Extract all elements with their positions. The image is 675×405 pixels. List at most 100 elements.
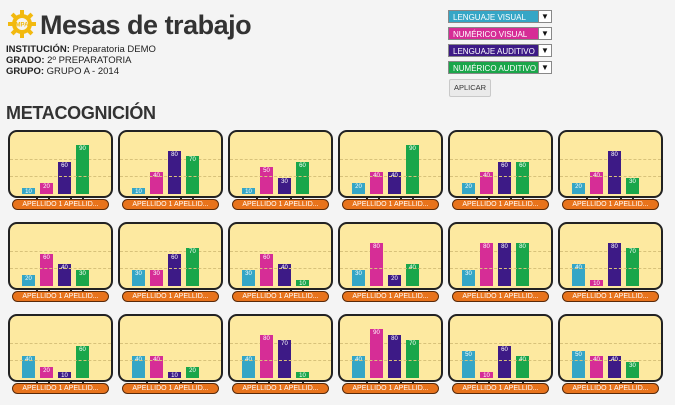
desk-card[interactable]: 10 40 80 70 APELLIDO 1 APELLID... — [118, 130, 223, 210]
grade-info: GRADO: 2º PREPARATORIA — [6, 55, 131, 66]
desk-bar: 80 — [370, 243, 383, 286]
desk-bar: 60 — [168, 254, 181, 286]
desk-card[interactable]: 40 40 10 20 APELLIDO 1 APELLID... — [118, 314, 223, 394]
student-nameplate[interactable]: APELLIDO 1 APELLID... — [452, 199, 549, 210]
desk-bar: 20 — [22, 275, 35, 286]
student-nameplate[interactable]: APELLIDO 1 APELLID... — [452, 383, 549, 394]
student-nameplate[interactable]: APELLIDO 1 APELLID... — [342, 383, 439, 394]
student-nameplate[interactable]: APELLIDO 1 APELLID... — [122, 199, 219, 210]
dropdown-arrow-icon[interactable]: ▼ — [538, 11, 551, 22]
student-nameplate[interactable]: APELLIDO 1 APELLID... — [562, 199, 659, 210]
desk-bar: 80 — [388, 335, 401, 378]
desk-card[interactable]: 30 60 40 10 APELLIDO 1 APELLID... — [228, 222, 333, 302]
group-info: GRUPO: GRUPO A - 2014 — [6, 66, 119, 77]
desk-bar: 40 — [370, 172, 383, 194]
desk-card[interactable]: 40 80 70 10 APELLIDO 1 APELLID... — [228, 314, 333, 394]
desk-chart: 50 40 40 30 — [558, 314, 663, 382]
desk-bar: 30 — [132, 270, 145, 286]
student-nameplate[interactable]: APELLIDO 1 APELLID... — [562, 291, 659, 302]
desk-bar: 10 — [242, 188, 255, 195]
desk-chart: 30 80 20 40 — [338, 222, 443, 290]
student-nameplate[interactable]: APELLIDO 1 APELLID... — [232, 199, 329, 210]
desk-bar: 60 — [58, 162, 71, 194]
desk-card[interactable]: 10 20 60 90 APELLIDO 1 APELLID... — [8, 130, 113, 210]
dropdown-arrow-icon[interactable]: ▼ — [538, 62, 551, 73]
desk-chart: 30 60 40 10 — [228, 222, 333, 290]
desk-bar: 10 — [590, 280, 603, 287]
desk-card[interactable]: 40 20 10 60 APELLIDO 1 APELLID... — [8, 314, 113, 394]
desk-card[interactable]: 20 40 60 60 APELLIDO 1 APELLID... — [448, 130, 553, 210]
institution-value: Preparatoria DEMO — [72, 44, 156, 55]
filter-lenguaje-auditivo-select[interactable]: LENGUAJE AUDITIVO ▼ — [448, 44, 552, 57]
dropdown-arrow-icon[interactable]: ▼ — [538, 28, 551, 39]
desk-bar: 60 — [296, 162, 309, 194]
desk-card[interactable]: 30 80 80 80 APELLIDO 1 APELLID... — [448, 222, 553, 302]
filter-lenguaje-visual-label: LENGUAJE VISUAL — [453, 13, 526, 22]
desk-chart: 30 30 60 70 — [118, 222, 223, 290]
institution-label: INSTITUCIÓN: — [6, 44, 70, 55]
desk-bar: 40 — [406, 264, 419, 286]
desk-bar: 30 — [462, 270, 475, 286]
desk-grid: 10 20 60 90 APELLIDO 1 APELLID... 10 40 80 70 APE… — [8, 130, 668, 405]
desk-bar: 10 — [22, 188, 35, 195]
desk-bar: 10 — [168, 372, 181, 379]
apply-button[interactable]: APLICAR — [449, 79, 491, 97]
desk-chart: 40 20 10 60 — [8, 314, 113, 382]
filter-numerico-auditivo-label: NUMÉRICO AUDITIVO — [453, 64, 537, 73]
desk-bar: 80 — [480, 243, 493, 286]
gear-logo-icon: MPA — [8, 10, 36, 38]
desk-chart: 40 40 10 20 — [118, 314, 223, 382]
desk-bar: 40 — [58, 264, 71, 286]
desk-bar: 40 — [608, 356, 621, 378]
desk-bar: 80 — [168, 151, 181, 194]
student-nameplate[interactable]: APELLIDO 1 APELLID... — [12, 383, 109, 394]
desk-chart: 40 80 70 10 — [228, 314, 333, 382]
desk-card[interactable]: 20 40 40 90 APELLIDO 1 APELLID... — [338, 130, 443, 210]
filter-numerico-visual-select[interactable]: NUMÉRICO VISUAL ▼ — [448, 27, 552, 40]
desk-bar: 30 — [626, 362, 639, 378]
student-nameplate[interactable]: APELLIDO 1 APELLID... — [12, 291, 109, 302]
desk-card[interactable]: 20 60 40 30 APELLIDO 1 APELLID... — [8, 222, 113, 302]
desk-bar: 40 — [278, 264, 291, 286]
desk-card[interactable]: 30 80 20 40 APELLIDO 1 APELLID... — [338, 222, 443, 302]
filter-numerico-auditivo-select[interactable]: NUMÉRICO AUDITIVO ▼ — [448, 61, 552, 74]
desk-bar: 40 — [590, 172, 603, 194]
desk-bar: 20 — [352, 183, 365, 194]
desk-card[interactable]: 40 10 80 70 APELLIDO 1 APELLID... — [558, 222, 663, 302]
desk-bar: 90 — [76, 145, 89, 194]
desk-bar: 70 — [186, 156, 199, 194]
desk-bar: 30 — [278, 178, 291, 194]
student-nameplate[interactable]: APELLIDO 1 APELLID... — [122, 383, 219, 394]
desk-bar: 40 — [132, 356, 145, 378]
desk-bar: 40 — [572, 264, 585, 286]
desk-bar: 40 — [22, 356, 35, 378]
desk-bar: 70 — [626, 248, 639, 286]
filter-lenguaje-visual-select[interactable]: LENGUAJE VISUAL ▼ — [448, 10, 552, 23]
desk-bar: 60 — [516, 162, 529, 194]
student-nameplate[interactable]: APELLIDO 1 APELLID... — [122, 291, 219, 302]
desk-card[interactable]: 10 50 30 60 APELLIDO 1 APELLID... — [228, 130, 333, 210]
desk-card[interactable]: 50 10 60 40 APELLIDO 1 APELLID... — [448, 314, 553, 394]
student-nameplate[interactable]: APELLIDO 1 APELLID... — [232, 383, 329, 394]
desk-bar: 60 — [260, 254, 273, 286]
dropdown-arrow-icon[interactable]: ▼ — [538, 45, 551, 56]
student-nameplate[interactable]: APELLIDO 1 APELLID... — [562, 383, 659, 394]
desk-card[interactable]: 40 90 80 70 APELLIDO 1 APELLID... — [338, 314, 443, 394]
desk-chart: 50 10 60 40 — [448, 314, 553, 382]
desk-card[interactable]: 30 30 60 70 APELLIDO 1 APELLID... — [118, 222, 223, 302]
desk-bar: 20 — [186, 367, 199, 378]
student-nameplate[interactable]: APELLIDO 1 APELLID... — [342, 199, 439, 210]
student-nameplate[interactable]: APELLIDO 1 APELLID... — [232, 291, 329, 302]
desk-card[interactable]: 50 40 40 30 APELLIDO 1 APELLID... — [558, 314, 663, 394]
desk-chart: 40 10 80 70 — [558, 222, 663, 290]
desk-chart: 20 40 60 60 — [448, 130, 553, 198]
desk-card[interactable]: 20 40 80 30 APELLIDO 1 APELLID... — [558, 130, 663, 210]
student-nameplate[interactable]: APELLIDO 1 APELLID... — [452, 291, 549, 302]
grade-label: GRADO: — [6, 55, 45, 66]
desk-bar: 30 — [150, 270, 163, 286]
grade-value: 2º PREPARATORIA — [47, 55, 132, 66]
desk-bar: 70 — [406, 340, 419, 378]
student-nameplate[interactable]: APELLIDO 1 APELLID... — [12, 199, 109, 210]
desk-bar: 40 — [480, 172, 493, 194]
student-nameplate[interactable]: APELLIDO 1 APELLID... — [342, 291, 439, 302]
